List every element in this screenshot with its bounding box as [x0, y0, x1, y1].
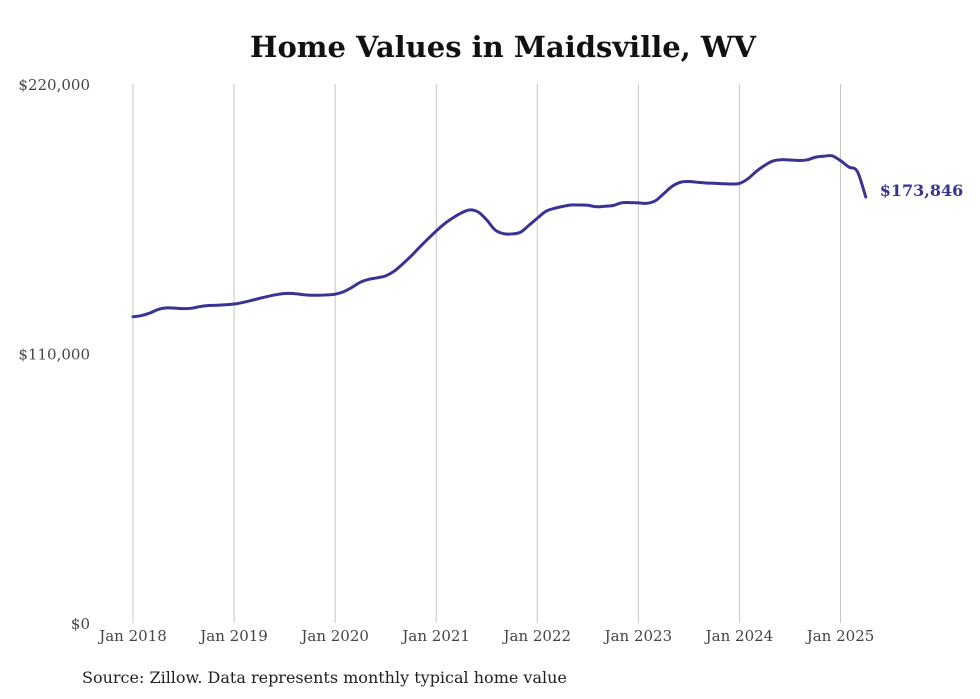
y-tick-label: $110,000 — [18, 346, 90, 364]
x-tick-label: Jan 2020 — [299, 627, 369, 645]
x-tick-label: Jan 2021 — [400, 627, 470, 645]
end-value-label: $173,846 — [880, 181, 964, 200]
y-axis: $0 $110,000 $220,000 — [18, 76, 90, 633]
chart-title: Home Values in Maidsville, WV — [250, 30, 756, 64]
x-tick-label: Jan 2025 — [805, 627, 875, 645]
series — [131, 154, 868, 319]
x-axis: Jan 2018 Jan 2019 Jan 2020 Jan 2021 Jan 2022… — [97, 627, 874, 645]
x-tick-label: Jan 2023 — [603, 627, 673, 645]
source-note: Source: Zillow. Data represents monthly … — [82, 668, 567, 687]
y-tick-label: $0 — [71, 615, 90, 633]
end-labels: $173,846 — [880, 181, 964, 200]
y-tick-label: $220,000 — [18, 76, 90, 94]
x-tick-label: Jan 2019 — [198, 627, 268, 645]
x-tick-label: Jan 2022 — [502, 627, 572, 645]
series-line — [131, 154, 868, 319]
x-tick-label: Jan 2024 — [704, 627, 774, 645]
x-tick-label: Jan 2018 — [97, 627, 167, 645]
grid-lines — [132, 84, 841, 623]
